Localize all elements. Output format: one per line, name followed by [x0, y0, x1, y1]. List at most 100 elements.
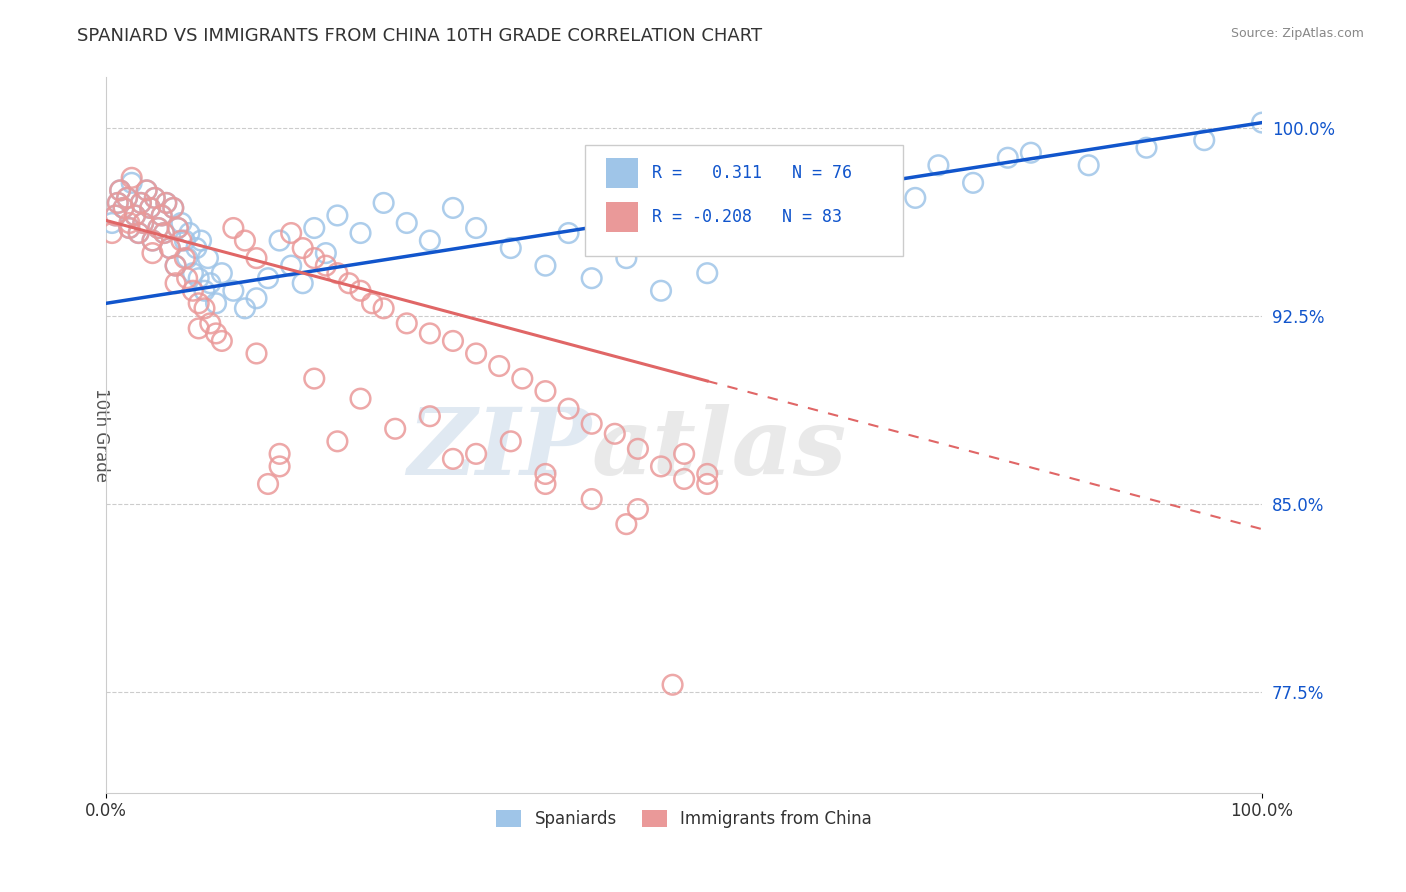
Point: [696, 266, 718, 280]
Point: [373, 195, 395, 210]
Point: [441, 334, 464, 348]
Point: [315, 259, 337, 273]
Point: [233, 234, 256, 248]
Point: [696, 477, 718, 491]
Point: [187, 321, 209, 335]
Legend: Spaniards, Immigrants from China: Spaniards, Immigrants from China: [489, 803, 879, 834]
Point: [121, 176, 143, 190]
Point: [488, 359, 510, 373]
Point: [534, 384, 557, 398]
Point: [904, 191, 927, 205]
Text: Source: ZipAtlas.com: Source: ZipAtlas.com: [1230, 27, 1364, 40]
Point: [534, 477, 557, 491]
Point: [419, 234, 441, 248]
Point: [384, 422, 406, 436]
Point: [222, 221, 245, 235]
Point: [179, 226, 201, 240]
Point: [167, 221, 190, 235]
Text: R =   0.311   N = 76: R = 0.311 N = 76: [652, 163, 852, 182]
Point: [181, 284, 204, 298]
Point: [108, 183, 131, 197]
Point: [118, 221, 141, 235]
Text: ZIP: ZIP: [408, 404, 592, 494]
Point: [534, 467, 557, 481]
Point: [337, 277, 360, 291]
Point: [165, 277, 187, 291]
Point: [121, 170, 143, 185]
Point: [176, 251, 198, 265]
Point: [153, 226, 176, 240]
Point: [257, 271, 280, 285]
Point: [173, 234, 195, 248]
Point: [627, 502, 650, 516]
Point: [124, 209, 146, 223]
Point: [211, 334, 233, 348]
Point: [326, 266, 349, 280]
Point: [419, 409, 441, 424]
Point: [197, 251, 219, 265]
Point: [162, 201, 184, 215]
Point: [132, 216, 155, 230]
Point: [101, 226, 124, 240]
Point: [1194, 133, 1216, 147]
Point: [128, 226, 150, 240]
Point: [205, 326, 228, 341]
Point: [419, 326, 441, 341]
Point: [465, 346, 488, 360]
Point: [1251, 115, 1274, 129]
Point: [115, 191, 138, 205]
Point: [361, 296, 384, 310]
Point: [193, 284, 215, 298]
Point: [291, 277, 314, 291]
Point: [581, 491, 603, 506]
Point: [148, 221, 170, 235]
Point: [150, 209, 173, 223]
Point: [118, 221, 141, 235]
Point: [1135, 141, 1157, 155]
Point: [159, 241, 181, 255]
Point: [190, 234, 212, 248]
Point: [1077, 158, 1099, 172]
Point: [673, 447, 696, 461]
Point: [534, 259, 557, 273]
Point: [304, 221, 326, 235]
Point: [441, 451, 464, 466]
Point: [627, 442, 650, 456]
Point: [269, 459, 291, 474]
Point: [165, 259, 187, 273]
Point: [962, 176, 984, 190]
Point: [731, 209, 754, 223]
Point: [765, 195, 787, 210]
Point: [155, 195, 177, 210]
Point: [104, 209, 127, 223]
Point: [170, 234, 193, 248]
Point: [155, 195, 177, 210]
Point: [153, 226, 176, 240]
Point: [115, 191, 138, 205]
Point: [581, 417, 603, 431]
Point: [128, 226, 150, 240]
Point: [395, 317, 418, 331]
Point: [159, 241, 181, 255]
Point: [997, 151, 1019, 165]
Point: [211, 266, 233, 280]
Point: [222, 284, 245, 298]
Point: [510, 371, 533, 385]
Point: [650, 459, 672, 474]
Point: [112, 201, 135, 215]
Point: [465, 221, 488, 235]
Point: [148, 221, 170, 235]
Point: [650, 284, 672, 298]
Point: [135, 183, 157, 197]
Point: [661, 678, 683, 692]
Point: [129, 195, 152, 210]
Point: [280, 226, 302, 240]
Point: [291, 241, 314, 255]
Point: [673, 472, 696, 486]
Point: [108, 183, 131, 197]
Point: [581, 271, 603, 285]
Point: [326, 209, 349, 223]
Point: [927, 158, 949, 172]
Point: [465, 447, 488, 461]
Point: [245, 291, 267, 305]
